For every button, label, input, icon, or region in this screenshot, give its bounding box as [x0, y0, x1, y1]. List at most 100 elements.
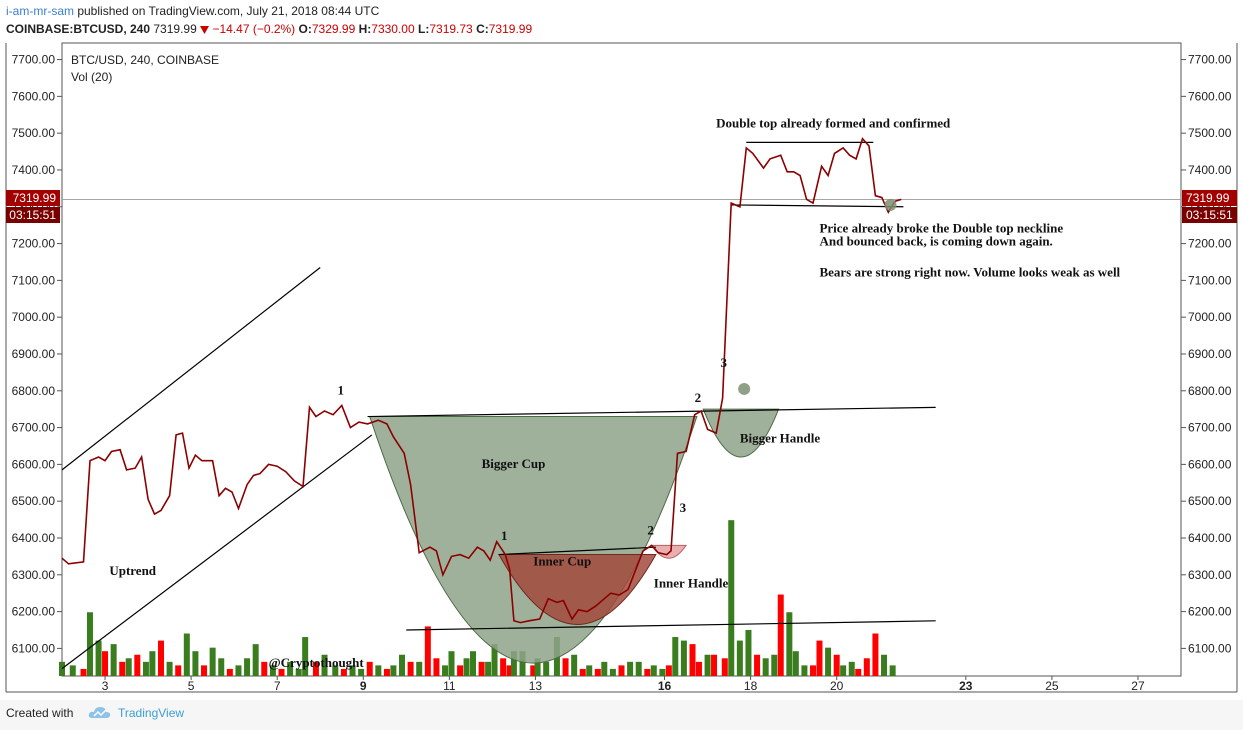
left-tick-label: 6500.00: [12, 494, 56, 508]
volume-bar: [470, 651, 477, 676]
volume-bar: [244, 658, 251, 676]
volume-bar: [349, 665, 356, 676]
volume-bar: [390, 665, 397, 676]
chart-header: i-am-mr-sam published on TradingView.com…: [0, 0, 1243, 42]
right-price-badge: 7319.99 03:15:51: [1182, 190, 1237, 223]
circle-markers: [738, 198, 897, 395]
close-label: C:: [476, 22, 489, 36]
volume-bar: [80, 668, 87, 676]
volume-bar: [457, 665, 464, 676]
lbl-1a: 1: [337, 382, 344, 397]
published-text: published on TradingView.com, July 21, 2…: [74, 4, 380, 18]
right-tick-label: 7700.00: [1188, 53, 1232, 67]
volume-bar: [777, 594, 784, 676]
volume-bar: [601, 661, 608, 676]
low-label: L:: [418, 22, 430, 36]
volume-bar: [321, 654, 328, 676]
uptrend-upper-line: [61, 267, 321, 471]
volume-bar: [728, 520, 735, 676]
price-series-line: [61, 137, 902, 624]
volume-bar: [519, 651, 526, 676]
volume-bar: [786, 612, 793, 676]
left-tick-label: 6300.00: [12, 568, 56, 582]
right-price-axis[interactable]: 6100.00 6200.00 6300.00 6400.00 6500.00 6600.…: [1181, 53, 1232, 656]
lbl-inner-handle: Inner Handle: [654, 576, 729, 591]
double-top-neckline: [731, 204, 904, 208]
volume-bar: [287, 661, 294, 676]
volume-bar: [295, 668, 302, 676]
volume-bar: [689, 644, 696, 676]
down-triangle-icon: [200, 25, 210, 34]
tradingview-link[interactable]: TradingView: [118, 706, 185, 720]
right-tick-label: 6600.00: [1188, 457, 1232, 471]
volume-bar: [491, 644, 498, 676]
volume-bar: [302, 637, 309, 676]
lbl-3a: 3: [720, 355, 727, 370]
volume-bar: [571, 654, 578, 676]
volume-bar: [442, 665, 449, 676]
volume-bar: [157, 640, 164, 676]
volume-bar: [95, 640, 102, 676]
volume-bar: [407, 661, 414, 676]
right-badge-countdown: 03:15:51: [1186, 208, 1233, 222]
volume-bar: [366, 661, 373, 676]
volume-bar: [872, 633, 879, 676]
volume-bar: [721, 658, 728, 676]
time-tick-label: 16: [658, 679, 672, 693]
volume-bar: [175, 665, 182, 676]
volume-bar: [209, 647, 216, 676]
right-tick-label: 6700.00: [1188, 421, 1232, 435]
time-axis[interactable]: 3 5 7 9 11 13 16 18 20 23 25 27: [102, 676, 1145, 693]
high-label: H:: [358, 22, 372, 36]
volume-bar: [665, 665, 672, 676]
left-tick-label: 7700.00: [12, 53, 56, 67]
right-tick-label: 7500.00: [1188, 126, 1232, 140]
left-price-axis[interactable]: 6100.00 6200.00 6300.00 6400.00 6500.00 6600.…: [12, 53, 62, 656]
volume-bar: [801, 665, 808, 676]
right-tick-label: 6200.00: [1188, 605, 1232, 619]
time-tick-label: 11: [443, 679, 456, 693]
tradingview-cloud-icon: [88, 707, 111, 718]
lbl-note1: Price already broke the Double top neckl…: [819, 221, 1063, 236]
time-tick-label: 27: [1131, 679, 1145, 693]
volume-bar: [134, 654, 141, 676]
cup-neckline: [367, 406, 936, 418]
volume-bar: [627, 661, 634, 676]
price-chart[interactable]: 6100.00 6200.00 6300.00 6400.00 6500.00 6600.…: [0, 42, 1243, 700]
time-tick-label: 20: [830, 679, 844, 693]
volume-bar: [86, 612, 93, 676]
volume-bar: [650, 665, 657, 676]
author-link[interactable]: i-am-mr-sam: [6, 4, 74, 18]
volume-bar: [881, 654, 888, 676]
right-tick-label: 7100.00: [1188, 273, 1232, 287]
lbl-1b: 1: [501, 528, 508, 543]
right-tick-label: 6300.00: [1188, 568, 1232, 582]
last-price: 7319.99: [153, 22, 197, 36]
volume-bar: [166, 661, 173, 676]
volume-bar: [792, 651, 799, 676]
created-with-text: Created with: [6, 706, 74, 720]
volume-bar: [840, 665, 847, 676]
volume-bar: [332, 665, 339, 676]
time-tick-label: 7: [274, 679, 281, 693]
volume-bar: [424, 626, 431, 676]
inner-cup-shape: [497, 554, 657, 625]
right-tick-label: 6800.00: [1188, 384, 1232, 398]
right-tick-label: 6400.00: [1188, 531, 1232, 545]
left-tick-label: 7500.00: [12, 126, 56, 140]
time-tick-label: 23: [959, 679, 973, 693]
left-tick-label: 6100.00: [12, 641, 56, 655]
ohlc-line: COINBASE:BTCUSD, 240 7319.99 −14.47 (−0.…: [6, 22, 532, 37]
left-tick-label: 6900.00: [12, 347, 56, 361]
volume-bar: [711, 654, 718, 676]
volume-bar: [142, 661, 149, 676]
volume-bar: [745, 629, 752, 676]
volume-bar: [644, 668, 651, 676]
volume-bar: [340, 668, 347, 676]
annotation-labels: 1 2 3 1 2 3 Uptrend Bigger Cup Bigger Handle Inne…: [109, 116, 1120, 670]
volume-bar: [235, 665, 242, 676]
volume-bar: [816, 640, 823, 676]
lbl-inner-cup: Inner Cup: [533, 554, 591, 569]
volume-bar: [594, 668, 601, 676]
volume-bar: [110, 644, 117, 676]
